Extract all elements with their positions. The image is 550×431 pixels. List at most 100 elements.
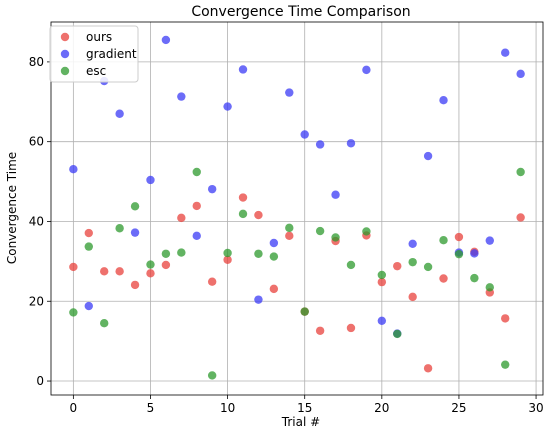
point-ours	[192, 201, 201, 211]
point-ours	[130, 280, 140, 290]
point-ours	[84, 228, 93, 238]
point-ours	[254, 210, 263, 220]
point-esc	[423, 262, 433, 272]
point-esc	[130, 202, 140, 211]
point-esc	[346, 260, 356, 270]
point-esc	[115, 224, 124, 233]
point-gradient	[130, 228, 140, 237]
plot-frame	[50, 21, 544, 396]
x-tick-label: 30	[528, 401, 543, 415]
point-esc	[331, 233, 340, 242]
point-gradient	[223, 102, 232, 111]
point-ours	[439, 274, 448, 283]
point-gradient	[192, 231, 201, 241]
point-esc	[84, 242, 93, 251]
point-ours	[408, 292, 417, 302]
x-tick-label: 20	[374, 401, 389, 415]
series-gradient	[69, 35, 525, 338]
legend-marker-gradient	[60, 49, 70, 59]
point-esc	[454, 249, 464, 259]
point-esc	[100, 318, 109, 328]
y-tick-label: 40	[29, 214, 44, 228]
point-ours	[161, 260, 171, 270]
point-gradient	[207, 184, 217, 194]
point-gradient	[84, 301, 93, 311]
point-gradient	[516, 69, 525, 79]
chart-title: Convergence Time Comparison	[191, 4, 410, 20]
point-gradient	[269, 238, 279, 248]
point-ours	[423, 364, 433, 373]
point-ours	[115, 267, 124, 276]
point-gradient	[408, 239, 417, 249]
point-ours	[238, 193, 248, 202]
point-ours	[454, 232, 464, 242]
point-ours	[377, 277, 387, 287]
legend-marker-esc	[60, 66, 70, 76]
point-ours	[100, 267, 109, 276]
point-esc	[207, 371, 217, 380]
y-tick-label: 20	[29, 294, 44, 308]
legend: ours gradient esc	[49, 25, 139, 83]
point-ours	[207, 277, 217, 286]
y-tick-label: 80	[29, 55, 44, 69]
point-gradient	[346, 139, 356, 148]
point-gradient	[470, 249, 479, 258]
point-esc	[177, 248, 186, 257]
point-esc	[161, 249, 171, 258]
point-esc	[485, 283, 494, 292]
point-ours	[146, 269, 155, 278]
point-ours	[315, 326, 325, 335]
point-gradient	[285, 88, 294, 97]
legend-label-ours: ours	[86, 30, 112, 44]
point-gradient	[177, 92, 186, 101]
point-ours	[346, 323, 356, 333]
point-esc	[269, 252, 279, 261]
point-esc	[254, 249, 263, 258]
series-esc	[69, 167, 525, 380]
y-tick-label: 60	[29, 135, 44, 149]
point-esc	[393, 329, 402, 339]
point-gradient	[423, 151, 433, 161]
point-esc	[223, 248, 232, 258]
point-esc	[470, 273, 479, 283]
point-gradient	[439, 95, 448, 105]
x-tick-label: 25	[451, 401, 466, 415]
point-gradient	[485, 236, 494, 245]
y-axis-label: Convergence Time	[5, 152, 19, 264]
point-gradient	[161, 35, 171, 45]
point-gradient	[115, 109, 124, 118]
point-esc	[377, 270, 387, 280]
axis-ticks: 0 5 10 15 20 25 30 0 20 40 60 80	[29, 55, 544, 415]
x-axis-label: Trial #	[281, 415, 320, 429]
point-ours	[69, 262, 78, 272]
point-gradient	[146, 175, 155, 185]
point-esc	[285, 223, 294, 233]
point-ours	[393, 261, 402, 271]
x-tick-label: 15	[297, 401, 312, 415]
point-esc	[192, 167, 201, 177]
legend-marker-ours	[60, 32, 70, 42]
point-esc	[146, 260, 155, 269]
point-esc	[315, 226, 325, 236]
point-gradient	[331, 190, 340, 199]
point-gradient	[69, 165, 78, 174]
legend-box	[49, 25, 139, 83]
point-esc	[69, 308, 78, 317]
x-tick-label: 10	[220, 401, 235, 415]
point-esc	[408, 257, 417, 267]
legend-label-esc: esc	[86, 64, 106, 78]
point-esc	[238, 209, 248, 219]
legend-label-gradient: gradient	[86, 47, 137, 61]
point-gradient	[501, 48, 510, 57]
point-ours	[177, 213, 186, 223]
point-gradient	[377, 316, 387, 325]
point-gradient	[300, 130, 309, 139]
point-gradient	[254, 295, 263, 304]
point-gradient	[362, 65, 371, 75]
y-tick-label: 0	[36, 374, 44, 388]
point-esc	[300, 307, 309, 316]
series-ours	[69, 193, 525, 373]
point-esc	[362, 227, 371, 236]
point-ours	[269, 284, 279, 294]
